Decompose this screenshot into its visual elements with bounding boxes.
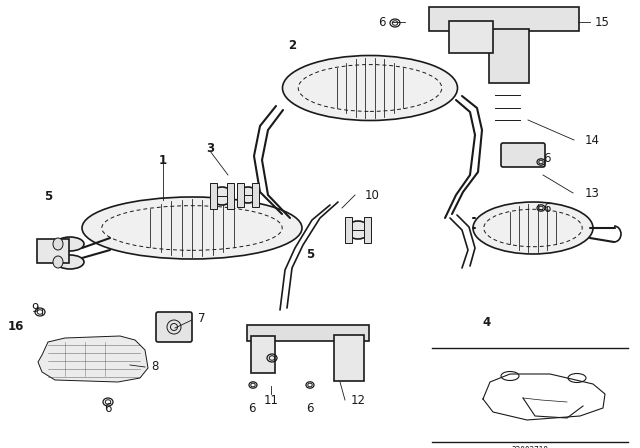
- Text: 14: 14: [584, 134, 600, 146]
- Text: 33002719: 33002719: [511, 446, 548, 448]
- FancyBboxPatch shape: [251, 336, 275, 373]
- Text: 9: 9: [31, 302, 39, 314]
- Ellipse shape: [238, 187, 258, 203]
- FancyBboxPatch shape: [156, 312, 192, 342]
- FancyBboxPatch shape: [37, 239, 69, 263]
- Ellipse shape: [53, 238, 63, 250]
- Text: 5: 5: [44, 190, 52, 202]
- Text: 15: 15: [595, 16, 609, 29]
- Text: 7: 7: [198, 311, 205, 324]
- Text: 11: 11: [264, 393, 278, 406]
- Text: 4: 4: [483, 316, 491, 329]
- Text: 13: 13: [584, 186, 600, 199]
- FancyBboxPatch shape: [364, 217, 371, 243]
- FancyBboxPatch shape: [334, 335, 364, 381]
- FancyBboxPatch shape: [237, 183, 244, 207]
- Text: 6: 6: [307, 401, 314, 414]
- Ellipse shape: [473, 202, 593, 254]
- Text: 6: 6: [543, 151, 551, 164]
- FancyBboxPatch shape: [346, 217, 353, 243]
- FancyBboxPatch shape: [501, 143, 545, 167]
- FancyBboxPatch shape: [252, 183, 259, 207]
- Text: 6: 6: [104, 401, 112, 414]
- Text: 1: 1: [159, 154, 167, 167]
- Polygon shape: [38, 336, 148, 382]
- Text: 10: 10: [365, 189, 380, 202]
- FancyBboxPatch shape: [429, 7, 579, 31]
- Text: 6: 6: [248, 401, 256, 414]
- Ellipse shape: [282, 56, 458, 121]
- FancyBboxPatch shape: [247, 325, 369, 341]
- Text: 16: 16: [8, 319, 24, 332]
- Text: 5: 5: [306, 249, 314, 262]
- FancyBboxPatch shape: [489, 29, 529, 83]
- Ellipse shape: [56, 237, 84, 251]
- Text: 3: 3: [206, 142, 214, 155]
- Ellipse shape: [346, 221, 370, 239]
- Ellipse shape: [211, 187, 233, 205]
- Text: 12: 12: [351, 393, 365, 406]
- Text: 6: 6: [543, 202, 551, 215]
- FancyBboxPatch shape: [449, 21, 493, 53]
- Ellipse shape: [82, 197, 302, 259]
- Ellipse shape: [56, 255, 84, 269]
- Text: 2: 2: [288, 39, 296, 52]
- FancyBboxPatch shape: [227, 183, 234, 209]
- Text: 6: 6: [378, 16, 386, 29]
- Text: 8: 8: [151, 361, 159, 374]
- FancyBboxPatch shape: [210, 183, 217, 209]
- Ellipse shape: [53, 256, 63, 268]
